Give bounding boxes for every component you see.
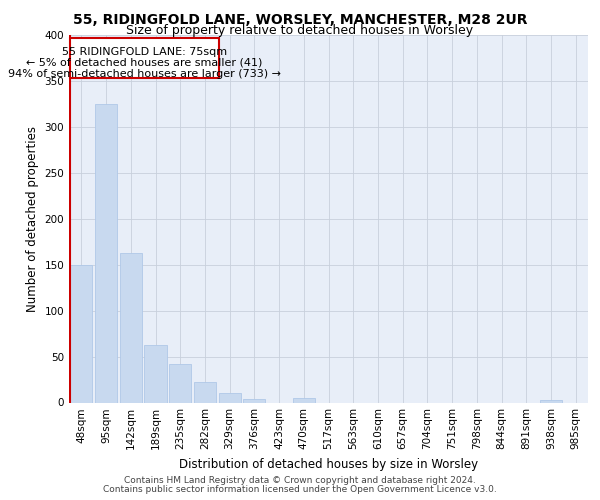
FancyBboxPatch shape <box>70 38 218 78</box>
Bar <box>194 382 216 402</box>
Bar <box>540 400 562 402</box>
Text: Size of property relative to detached houses in Worsley: Size of property relative to detached ho… <box>127 24 473 37</box>
Bar <box>218 394 241 402</box>
Bar <box>70 264 92 402</box>
Text: 55, RIDINGFOLD LANE, WORSLEY, MANCHESTER, M28 2UR: 55, RIDINGFOLD LANE, WORSLEY, MANCHESTER… <box>73 12 527 26</box>
Text: Contains public sector information licensed under the Open Government Licence v3: Contains public sector information licen… <box>103 485 497 494</box>
Text: Contains HM Land Registry data © Crown copyright and database right 2024.: Contains HM Land Registry data © Crown c… <box>124 476 476 485</box>
X-axis label: Distribution of detached houses by size in Worsley: Distribution of detached houses by size … <box>179 458 478 471</box>
Bar <box>145 344 167 403</box>
Text: 55 RIDINGFOLD LANE: 75sqm: 55 RIDINGFOLD LANE: 75sqm <box>62 47 227 57</box>
Y-axis label: Number of detached properties: Number of detached properties <box>26 126 39 312</box>
Bar <box>95 104 117 403</box>
Text: 94% of semi-detached houses are larger (733) →: 94% of semi-detached houses are larger (… <box>8 69 281 79</box>
Bar <box>169 364 191 403</box>
Bar <box>119 252 142 402</box>
Bar <box>243 399 265 402</box>
Text: ← 5% of detached houses are smaller (41): ← 5% of detached houses are smaller (41) <box>26 58 263 68</box>
Bar <box>293 398 315 402</box>
